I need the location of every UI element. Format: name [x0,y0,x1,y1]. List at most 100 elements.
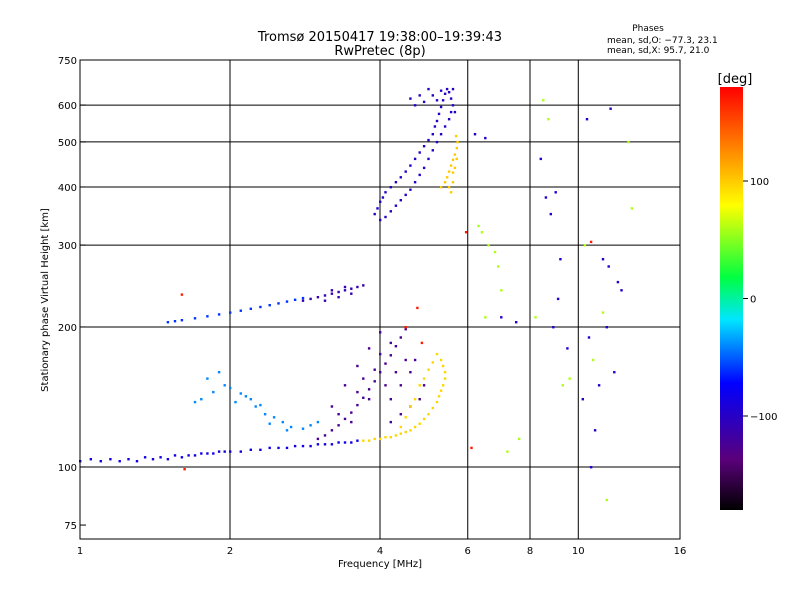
data-point [399,425,402,429]
data-point [394,181,398,184]
data-point [316,443,320,446]
data-point [416,306,419,310]
data-point [449,110,453,114]
data-point [223,450,226,453]
data-point [439,105,443,109]
data-point [193,317,197,320]
data-point [389,436,392,439]
data-point [404,430,407,434]
data-point [350,411,353,414]
data-point [441,364,445,368]
data-point [413,358,417,362]
data-point [427,157,430,161]
data-point [589,240,593,244]
data-point [330,429,334,432]
data-point [362,377,365,380]
x-axis-ticks: 1 2 4 6 8 10 16 [77,546,687,557]
data-point [234,400,237,404]
data-point [399,176,402,179]
data-point [268,422,271,425]
data-point [609,107,612,110]
y-tick-label: 75 [64,521,77,532]
data-point [373,380,376,383]
data-point [404,358,407,362]
data-point [413,181,417,184]
data-point [493,250,497,254]
data-point [356,364,359,368]
data-point [413,398,417,401]
data-point [384,215,387,219]
data-point [301,296,305,300]
data-point [456,140,459,144]
y-tick-label: 600 [58,101,77,112]
data-point [268,304,271,307]
data-point [399,384,402,387]
data-point [259,403,262,407]
data-point [418,422,421,425]
x-tick-label: 1 [77,546,83,557]
data-point [480,231,484,234]
data-point [309,297,312,301]
chart-subtitle: RwPretec (8p) [334,44,425,59]
data-point [293,298,297,301]
data-point [379,371,382,374]
data-point [337,413,340,416]
data-point [437,112,441,116]
data-point [239,309,242,312]
data-point [451,158,455,161]
data-point [301,299,305,302]
data-point [597,384,601,387]
stats-heading: Phases [632,24,664,34]
data-point [350,287,353,290]
data-point [620,289,623,292]
data-point [229,450,232,453]
data-point [337,296,340,299]
data-point [473,133,477,136]
data-point [443,181,447,184]
y-tick-label: 100 [58,463,77,474]
data-point [362,396,365,399]
data-point [506,450,509,453]
data-point [343,289,347,292]
data-point [127,458,130,461]
data-point [554,191,557,194]
data-point [539,157,542,161]
data-point [549,212,552,216]
data-point [422,145,426,148]
data-point [249,398,252,401]
data-point [99,460,102,463]
data-point [404,416,407,419]
data-point [135,460,139,463]
data-point [500,289,503,292]
data-point [443,371,447,374]
data-point [447,91,451,94]
data-point [418,398,421,401]
y-tick-label: 300 [58,241,77,252]
data-point [449,164,453,167]
data-point [404,326,407,329]
data-point [223,384,226,387]
y-axis-ticks: 75 100 200 300 400 500 600 750 [58,56,86,532]
data-point [517,437,521,441]
data-point [350,292,353,295]
data-point [547,118,550,121]
data-point [379,218,382,222]
x-tick-label: 6 [465,546,471,557]
data-point [431,94,434,97]
data-point [427,413,430,416]
data-point [217,313,221,316]
data-point [435,352,439,356]
data-points [79,87,634,502]
data-point [151,458,155,461]
data-point [384,384,387,387]
data-point [249,448,252,451]
data-point [337,424,340,427]
data-point [384,362,387,365]
data-point [277,302,280,305]
data-point [413,425,417,429]
colorbar-ticks: 100 0 −100 [743,177,777,423]
data-point [583,244,587,247]
data-point [285,446,289,450]
data-point [455,147,458,150]
data-point [200,398,203,401]
